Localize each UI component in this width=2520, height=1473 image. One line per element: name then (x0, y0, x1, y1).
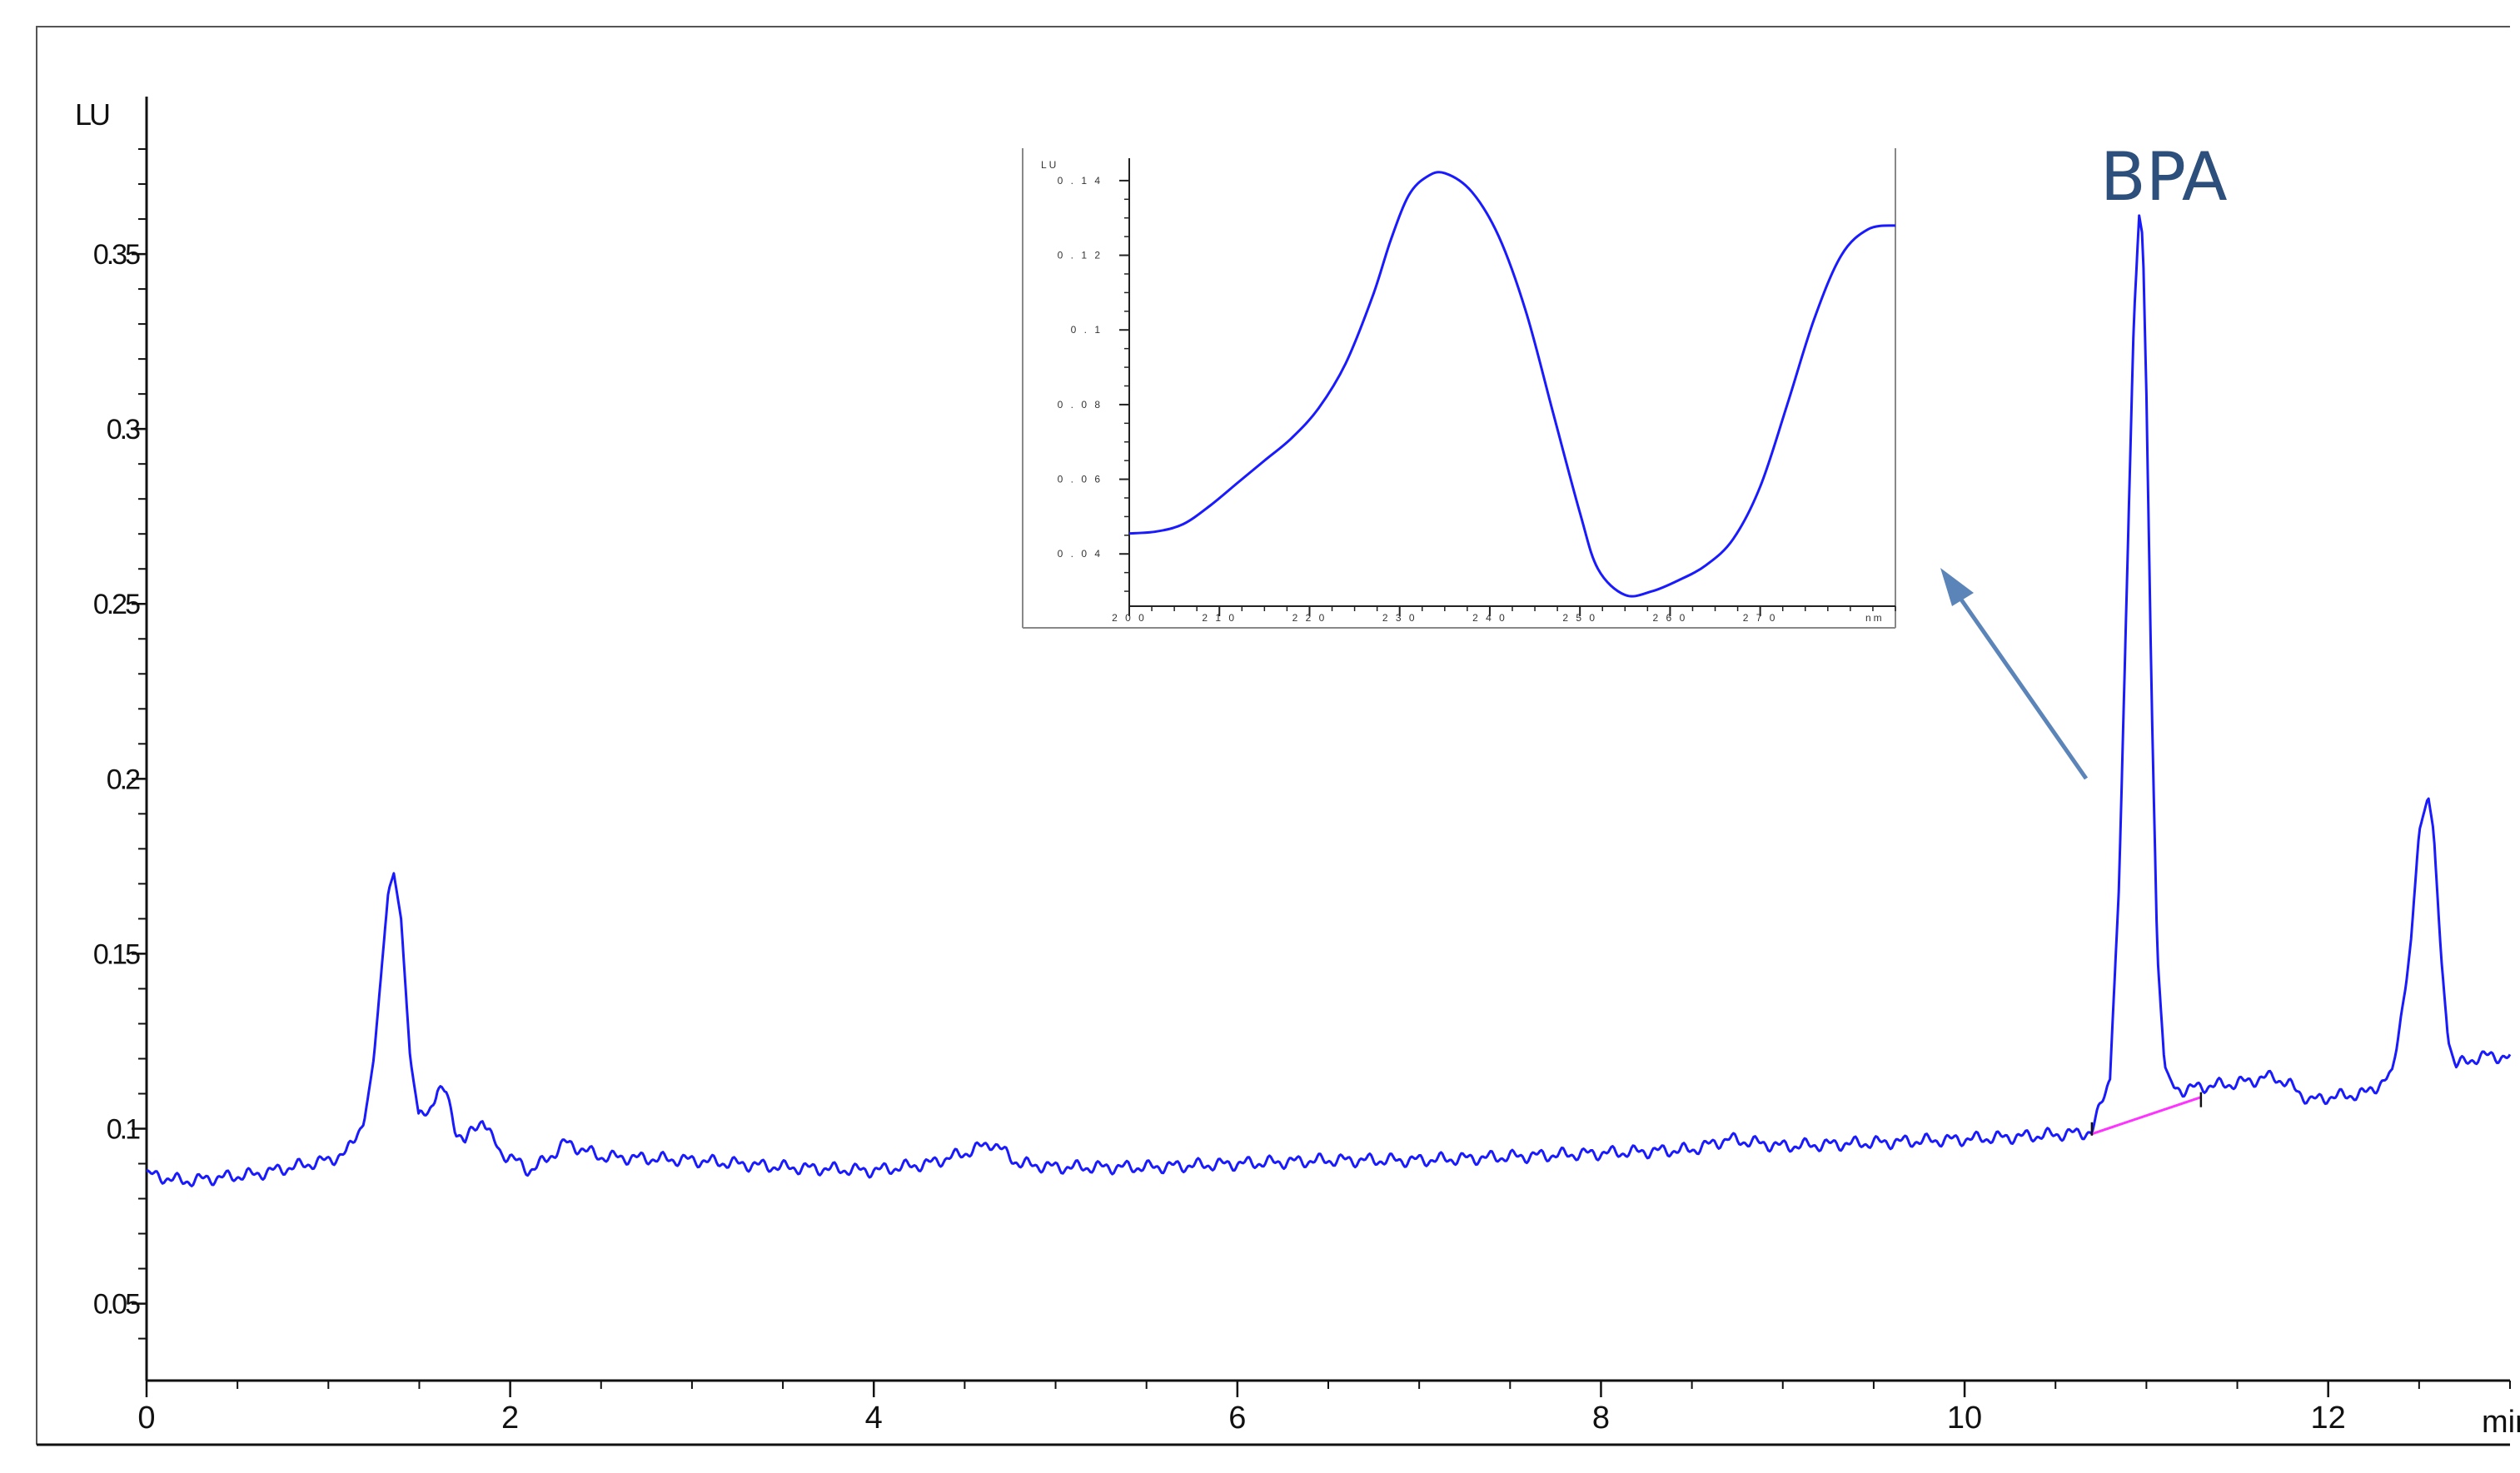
integration-baseline (2091, 1096, 2202, 1136)
inset-x-tick-label: 2 0 0 (1112, 612, 1147, 624)
x-axis-label: min (2482, 1405, 2520, 1440)
y-axis-label: LU (75, 97, 109, 132)
x-tick-label: 8 (1592, 1401, 1610, 1436)
inset-y-axis-label: LU (1041, 159, 1058, 171)
x-tick-label: 10 (1947, 1401, 1982, 1436)
inset-y-tick-label: 0 . 1 (1071, 324, 1103, 336)
y-tick-label: 0.05 (93, 1289, 140, 1321)
inset-spectrum: 0 . 0 4 0 . 0 6 0 . 0 8 0 . 1 0 . 1 2 0 . 1 4… (1022, 148, 1896, 629)
inset-x-tick-label: 2 6 0 (1653, 612, 1688, 624)
inset-tick-labels: 0 . 0 4 0 . 0 6 0 . 0 8 0 . 1 0 . 1 2 0 . 1 4… (1058, 175, 1778, 624)
inset-y-tick-label: 0 . 1 4 (1058, 175, 1103, 187)
y-tick-label: 0.1 (107, 1113, 140, 1145)
inset-y-tick-label: 0 . 1 2 (1058, 250, 1103, 261)
inset-spectrum-trace (1128, 171, 1896, 598)
inset-x-tick-label: 2 7 0 (1743, 612, 1778, 624)
main-series (146, 214, 2512, 1187)
inset-y-tick-label: 0 . 0 6 (1058, 474, 1103, 485)
inset-series (1128, 171, 1896, 598)
chromatogram-trace (146, 214, 2512, 1187)
inset-x-tick-label: 2 1 0 (1202, 612, 1237, 624)
inset-callout-arrow (1940, 568, 2089, 780)
y-tick-label: 0.2 (107, 764, 140, 795)
x-tick-label: 4 (865, 1401, 883, 1436)
inset-x-tick-label: 2 4 0 (1472, 612, 1507, 624)
y-tick-label: 0.35 (93, 239, 140, 271)
main-tick-labels: 0.05 0.1 0.15 0.2 0.25 0.3 0.35 0 2 4 6 8 10 12 (93, 239, 2346, 1436)
x-tick-label: 2 (501, 1401, 519, 1436)
y-tick-label: 0.3 (107, 414, 140, 445)
y-tick-label: 0.15 (93, 938, 140, 970)
inset-x-tick-label: 2 5 0 (1562, 612, 1597, 624)
inset-background (1023, 148, 1895, 628)
x-tick-label: 6 (1228, 1401, 1246, 1436)
figure-frame (36, 26, 2510, 1445)
inset-x-axis-label: nm (1865, 612, 1885, 624)
arrow-shaft (1953, 590, 2089, 780)
x-tick-label: 12 (2311, 1401, 2346, 1436)
inset-axes (1022, 148, 1896, 629)
x-tick-label: 0 (137, 1401, 155, 1436)
arrow-head (1940, 568, 1974, 606)
main-axes (36, 26, 2511, 1446)
bpa-peak-label: BPA (2100, 138, 2228, 216)
main-chromatogram: 0.05 0.1 0.15 0.2 0.25 0.3 0.35 0 2 4 6 8 10 12 LU mi… (36, 26, 2520, 1446)
inset-x-tick-label: 2 2 0 (1292, 612, 1327, 624)
y-tick-label: 0.25 (93, 589, 140, 620)
inset-y-tick-label: 0 . 0 4 (1058, 548, 1103, 560)
inset-x-tick-label: 2 3 0 (1382, 612, 1417, 624)
inset-y-tick-label: 0 . 0 8 (1058, 399, 1103, 411)
